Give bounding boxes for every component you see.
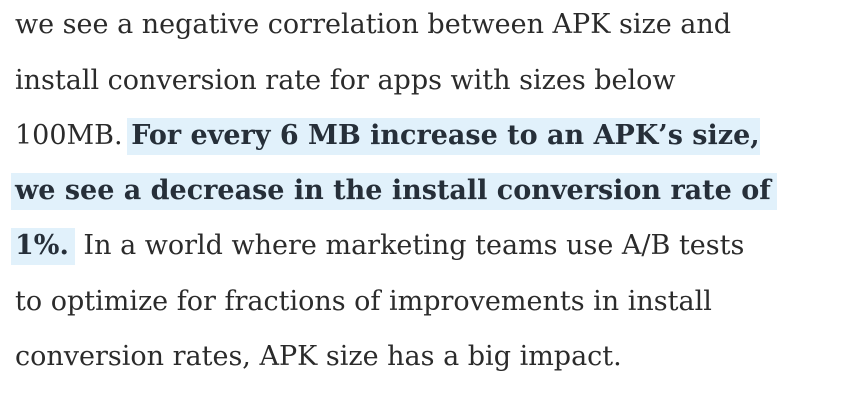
highlighted-quote[interactable]: we see a decrease in the install convers…	[11, 173, 777, 210]
paragraph-line: we see a decrease in the install convers…	[11, 169, 777, 213]
paragraph-line: 1%. In a world where marketing teams use…	[11, 224, 745, 268]
highlighted-quote[interactable]: 1%.	[11, 228, 75, 265]
body-text: 100MB.	[15, 120, 132, 151]
paragraph-line: to optimize for fractions of improvement…	[15, 280, 712, 324]
paragraph-line: conversion rates, APK size has a big imp…	[15, 335, 622, 379]
paragraph-line: install conversion rate for apps with si…	[15, 59, 676, 103]
body-text: In a world where marketing teams use A/B…	[74, 230, 745, 261]
body-text: to optimize for fractions of improvement…	[15, 286, 712, 317]
highlighted-quote[interactable]: For every 6 MB increase to an APK’s size…	[127, 118, 760, 155]
paragraph-line: 100MB. For every 6 MB increase to an APK…	[15, 114, 760, 158]
body-text: install conversion rate for apps with si…	[15, 65, 676, 96]
paragraph-line: we see a negative correlation between AP…	[15, 3, 731, 47]
body-text: conversion rates, APK size has a big imp…	[15, 341, 622, 372]
body-text: we see a negative correlation between AP…	[15, 9, 732, 40]
